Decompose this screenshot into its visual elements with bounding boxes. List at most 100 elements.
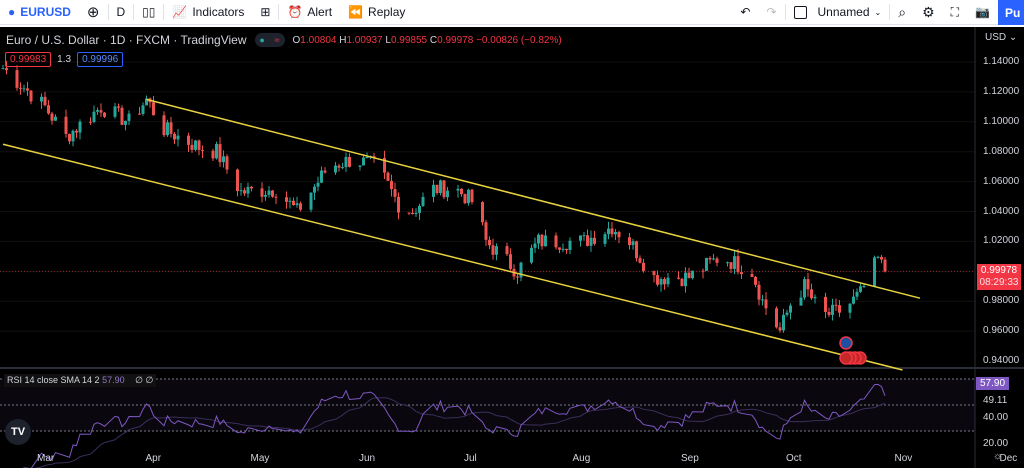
candle-body [239, 190, 243, 192]
candle-body [778, 327, 782, 331]
candle-body [712, 258, 715, 260]
candle-body [320, 170, 323, 183]
candle-body [295, 203, 299, 206]
legend-title: Euro / U.S. Dollar · 1D · FXCM · Trading… [6, 33, 247, 47]
candle-body [568, 240, 572, 250]
alert-button[interactable]: ⏰ Alert [287, 5, 333, 19]
price-tick: 1.04000 [983, 205, 1020, 217]
price-tick: 1.10000 [983, 115, 1020, 127]
candle-body [540, 234, 544, 247]
candle-body [460, 188, 463, 195]
candle-body [617, 232, 621, 238]
undo-button[interactable]: ↶ [732, 0, 758, 25]
chart-area[interactable]: Euro / U.S. Dollar · 1D · FXCM · Trading… [0, 27, 1024, 468]
candle-body [537, 234, 540, 244]
market-status-pill[interactable]: ● ≈ [254, 33, 285, 47]
search-button[interactable]: ⌕ [890, 0, 914, 25]
chart-canvas[interactable] [0, 27, 1024, 468]
time-tick: Aug [572, 453, 591, 464]
layout-button[interactable]: Unnamed ⌄ [786, 0, 890, 25]
candle-body [446, 190, 449, 198]
candle-body [194, 140, 197, 150]
candle-body [120, 107, 124, 125]
price-tick: 1.02000 [983, 235, 1020, 247]
price-tick: 0.98000 [983, 295, 1020, 307]
candle-body [176, 135, 180, 140]
channel-line-lower [2, 143, 903, 371]
rsi-legend[interactable]: RSI 14 close SMA 14 2 57.90 ∅ ∅ [4, 374, 157, 387]
axis-settings-icon[interactable]: ☼ [993, 451, 1003, 462]
candle-body [495, 246, 498, 255]
candle-body [292, 200, 295, 206]
candle-body [663, 279, 666, 285]
currency-selector[interactable]: USD ⌄ [985, 32, 1018, 43]
chart-type-button[interactable]: ▯▯ [134, 0, 163, 25]
interval-button[interactable]: D [116, 5, 126, 19]
rsi-tick: 40.00 [983, 412, 1009, 423]
candle-body [124, 120, 127, 125]
candle-body [764, 299, 768, 309]
replay-button[interactable]: ⏪ Replay [348, 5, 406, 19]
undo-icon: ↶ [740, 5, 751, 19]
candle-body [680, 278, 684, 287]
candle-body [68, 133, 71, 142]
candle-body [218, 144, 222, 163]
candle-body [554, 235, 558, 248]
candle-body [323, 170, 327, 173]
candle-body [628, 237, 631, 246]
candle-body [586, 235, 589, 246]
channel-line-upper [146, 98, 921, 299]
symbol-legend: Euro / U.S. Dollar · 1D · FXCM · Trading… [6, 33, 562, 47]
redo-button[interactable]: ↷ [758, 0, 784, 25]
candle-body [285, 197, 288, 202]
candle-body [243, 190, 246, 194]
compare-button[interactable]: ⊕ [79, 0, 108, 25]
candles-icon: ▯▯ [142, 5, 156, 19]
candle-body [827, 311, 831, 315]
fullscreen-button[interactable]: ⛶ [943, 0, 967, 25]
candle-body [414, 212, 418, 215]
candle-body [470, 189, 474, 203]
candle-body [589, 237, 593, 246]
time-tick: Oct [786, 453, 802, 464]
buy-button[interactable]: 0.99996 [77, 52, 124, 67]
candle-body [516, 276, 519, 278]
candle-body [411, 212, 414, 215]
candle-body [813, 296, 817, 299]
candle-body [344, 156, 348, 168]
candle-body [456, 188, 460, 191]
candle-body [467, 189, 470, 204]
templates-button[interactable]: ⊞ [252, 0, 278, 25]
candle-body [26, 88, 29, 91]
candle-body [761, 299, 764, 301]
publish-button[interactable]: Pu [998, 0, 1024, 25]
candle-body [750, 274, 754, 277]
symbol-search[interactable]: ● EURUSD [8, 5, 71, 19]
candle-body [264, 194, 267, 197]
candle-body [614, 232, 617, 235]
candle-body [201, 149, 204, 151]
candle-body [666, 277, 670, 285]
candle-body [715, 258, 719, 263]
indicators-button[interactable]: 📈 Indicators [172, 5, 245, 19]
candle-body [334, 165, 337, 173]
candle-body [348, 156, 351, 167]
price-tick: 1.12000 [983, 85, 1020, 97]
candle-body [22, 88, 26, 90]
sell-button[interactable]: 0.99983 [5, 52, 52, 67]
candle-body [638, 258, 642, 263]
settings-button[interactable]: ⚙ [914, 0, 943, 25]
spread: 1.3 [57, 54, 72, 65]
candle-body [852, 296, 855, 304]
screenshot-button[interactable]: 📷 [967, 0, 998, 25]
candle-body [803, 279, 806, 298]
candle-body [138, 113, 141, 115]
rsi-value-label: 57.90 [976, 377, 1010, 390]
candle-body [799, 297, 803, 306]
candle-body [15, 70, 19, 88]
candle-body [246, 186, 250, 194]
candle-body [509, 254, 512, 269]
candle-body [582, 235, 586, 237]
candle-body [187, 135, 190, 145]
tradingview-logo[interactable]: TV [5, 419, 31, 445]
